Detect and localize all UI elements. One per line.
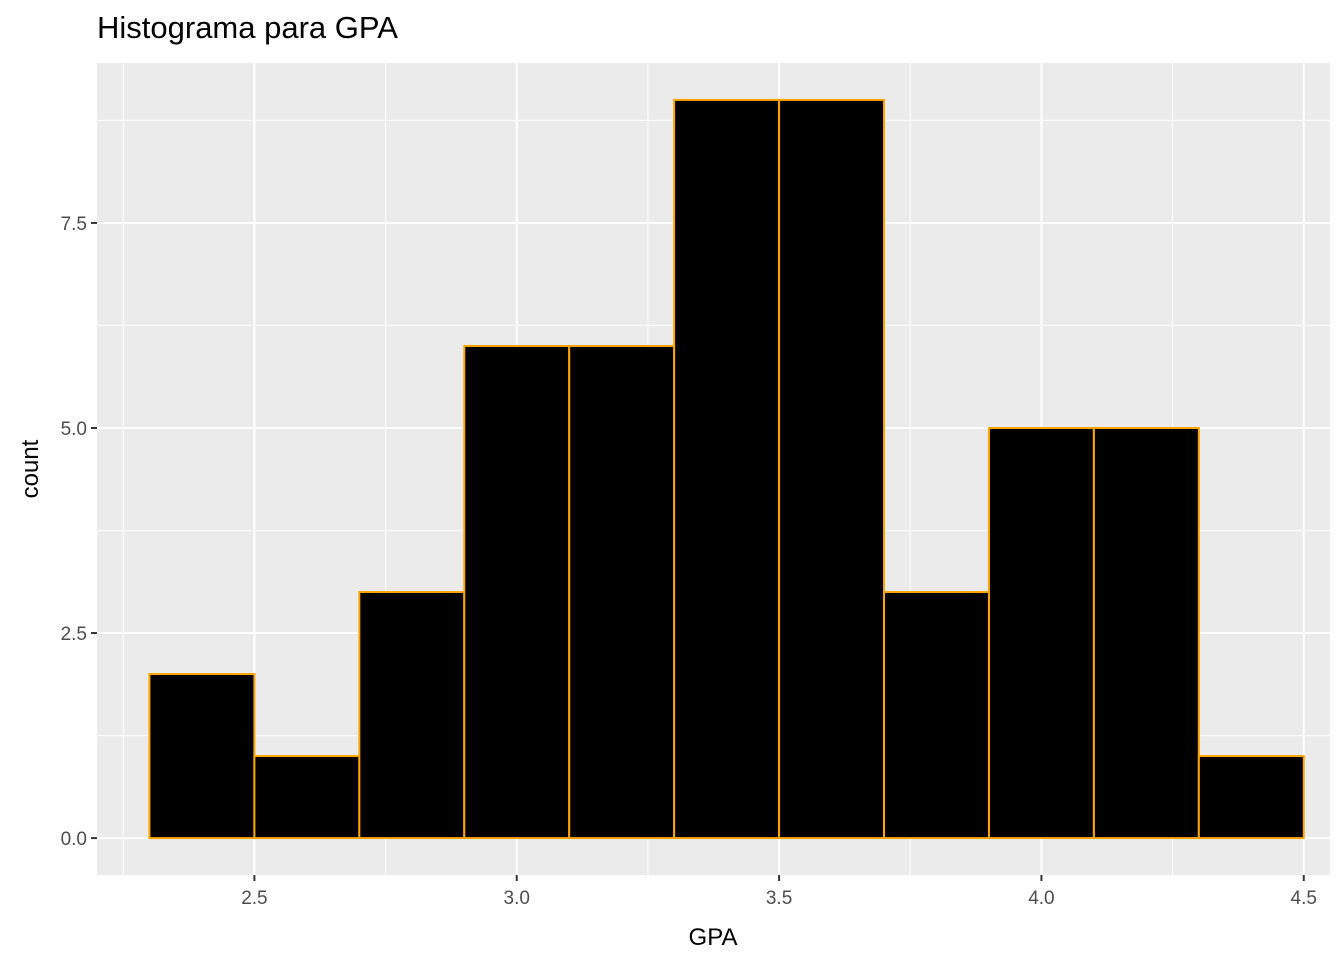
histogram-bar <box>463 344 571 840</box>
y-axis-title: count <box>17 439 44 498</box>
x-axis: 2.5 3.0 3.5 4.0 4.5 <box>241 875 1317 909</box>
histogram-bar <box>253 755 361 840</box>
x-tick-label: 4.0 <box>1028 888 1054 909</box>
x-tick-label: 2.5 <box>241 888 267 909</box>
histogram-bar <box>883 591 990 840</box>
x-tick-label: 3.5 <box>766 888 792 909</box>
y-axis: 0.0 2.5 5.0 7.5 <box>61 214 97 850</box>
histogram-bar <box>987 426 1095 840</box>
histogram-bar <box>358 591 466 840</box>
histogram-bar <box>673 98 781 840</box>
y-tick-label: 5.0 <box>61 419 87 440</box>
histogram-bar <box>778 98 886 840</box>
chart-title: Histograma para GPA <box>97 10 398 45</box>
x-axis-title: GPA <box>689 924 738 951</box>
histogram-bar <box>568 344 676 840</box>
y-tick-label: 2.5 <box>61 624 87 645</box>
y-tick-label: 0.0 <box>61 829 87 850</box>
histogram-bars <box>148 98 1305 840</box>
histogram-bar <box>148 673 256 840</box>
x-tick-label: 3.0 <box>504 888 530 909</box>
x-tick-label: 4.5 <box>1291 888 1317 909</box>
histogram-bar <box>1197 755 1305 840</box>
y-tick-label: 7.5 <box>61 214 87 235</box>
histogram-bar <box>1092 426 1200 840</box>
